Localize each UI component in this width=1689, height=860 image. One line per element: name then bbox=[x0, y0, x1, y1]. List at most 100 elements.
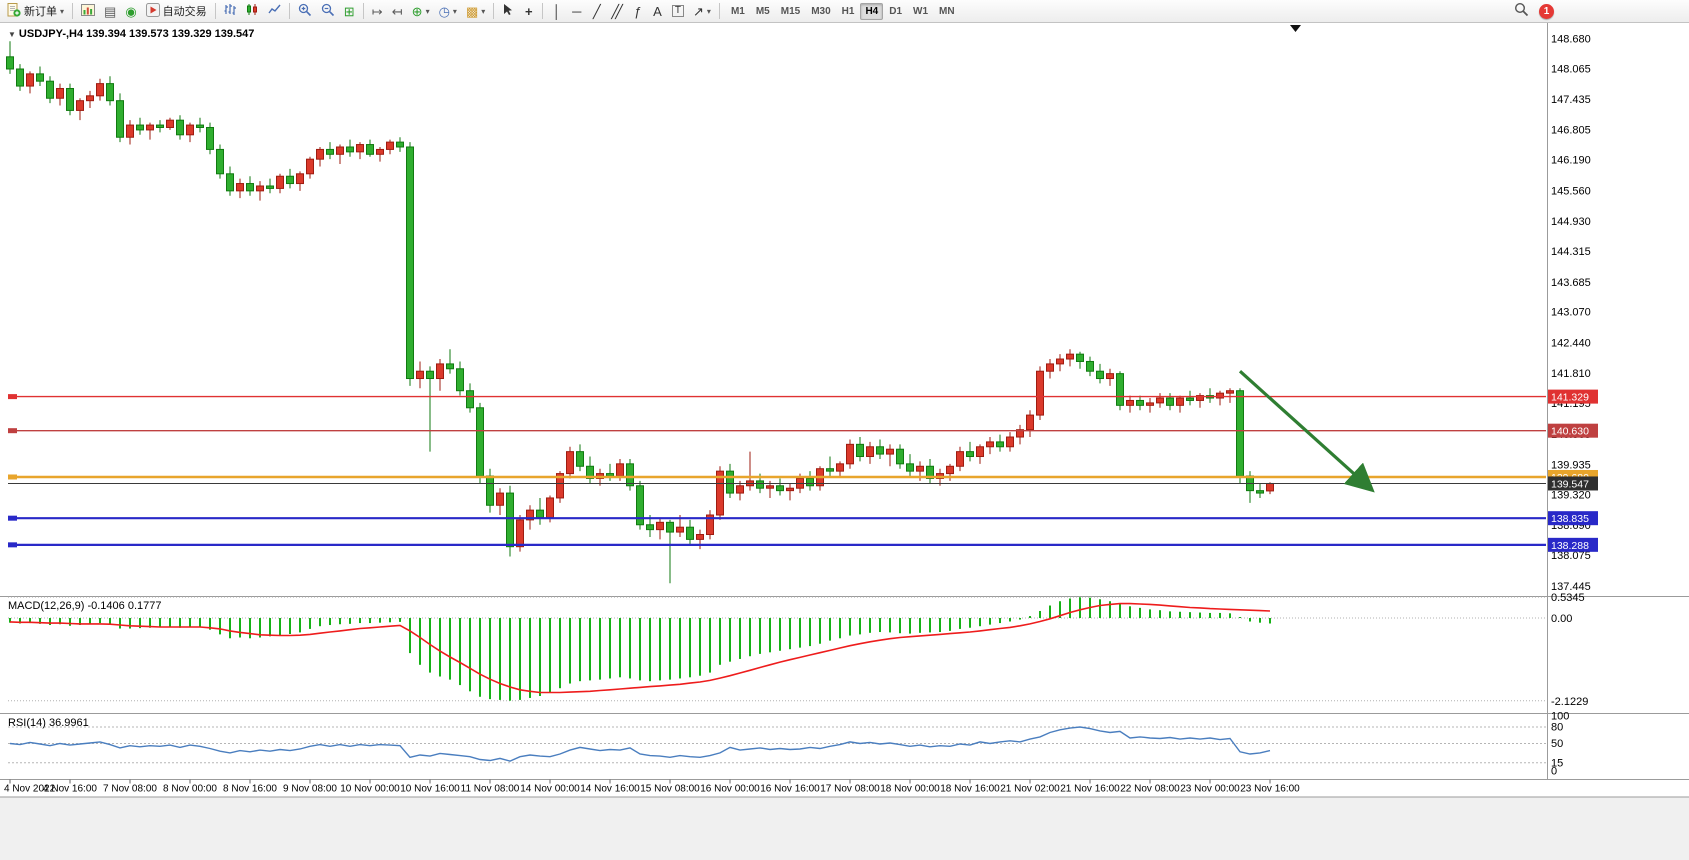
candle-bearish bbox=[776, 485, 784, 492]
candle-bullish bbox=[1056, 358, 1064, 365]
arrow-tools-button[interactable]: ↗ ▾ bbox=[689, 2, 715, 21]
tf-M15[interactable]: M15 bbox=[776, 3, 805, 20]
toolbar: 新订单 ▾ ▤ ◉ 自动交易 bbox=[0, 0, 1689, 23]
bar-chart-style-button[interactable] bbox=[220, 2, 241, 21]
notification-badge[interactable]: 1 bbox=[1539, 3, 1554, 19]
sound-icon: ◉ bbox=[125, 3, 137, 19]
rsi-axis-label: 50 bbox=[1551, 738, 1563, 750]
candle-bearish bbox=[456, 368, 464, 392]
line-chart-style-button[interactable] bbox=[264, 2, 285, 21]
candle-bullish bbox=[1036, 370, 1044, 416]
candle-bullish bbox=[1216, 392, 1224, 399]
tf-H1[interactable]: H1 bbox=[837, 3, 860, 20]
price-tag-label: 139.547 bbox=[1551, 478, 1589, 490]
tf-M1[interactable]: M1 bbox=[726, 3, 750, 20]
price-axis-label: 138.075 bbox=[1551, 550, 1591, 562]
tf-MN[interactable]: MN bbox=[934, 3, 960, 20]
tf-H4[interactable]: H4 bbox=[860, 2, 884, 20]
candle-bullish bbox=[236, 183, 244, 192]
autotrading-button[interactable]: 自动交易 bbox=[142, 2, 211, 21]
chart-background bbox=[0, 23, 1689, 860]
price-tag-label: 140.630 bbox=[1551, 426, 1589, 438]
rsi-line bbox=[9, 726, 1271, 762]
macd-panel: 0.5345 0.00 -2.1229 bbox=[8, 592, 1588, 708]
cursor-button[interactable] bbox=[498, 2, 518, 21]
candlestick-style-button[interactable] bbox=[242, 2, 263, 21]
candle-bullish bbox=[546, 497, 554, 518]
rsi-axis-label: 100 bbox=[1551, 711, 1569, 723]
macd-axis-label: 0.00 bbox=[1551, 613, 1572, 625]
candle-bullish bbox=[306, 158, 314, 175]
vertical-line-button[interactable]: │ bbox=[547, 2, 566, 21]
tile-windows-icon: ⊞ bbox=[343, 3, 355, 19]
candle-bullish bbox=[26, 73, 34, 87]
price-tag bbox=[1548, 511, 1598, 526]
chart-shift-button[interactable]: ↤ bbox=[388, 2, 407, 21]
price-tag-label: 138.288 bbox=[1551, 540, 1589, 552]
candle-bearish bbox=[906, 463, 914, 472]
text-icon: A bbox=[653, 3, 662, 19]
zoom-out-button[interactable] bbox=[317, 2, 339, 21]
new-order-button[interactable]: 新订单 ▾ bbox=[3, 2, 68, 21]
trendline-button[interactable]: ╱ bbox=[587, 2, 606, 21]
time-axis-label: 11 Nov 08:00 bbox=[461, 784, 520, 795]
trend-arrow[interactable] bbox=[1238, 370, 1375, 493]
text-button[interactable]: A bbox=[648, 2, 667, 21]
tf-D1[interactable]: D1 bbox=[884, 3, 907, 20]
chart-window-button[interactable] bbox=[77, 2, 99, 21]
tf-W1[interactable]: W1 bbox=[908, 3, 933, 20]
candle-bullish bbox=[376, 148, 384, 155]
templates-button[interactable]: ▩ ▾ bbox=[462, 2, 489, 21]
sound-button[interactable]: ◉ bbox=[121, 2, 140, 21]
vertical-line-icon: │ bbox=[552, 3, 561, 19]
horizontal-line-button[interactable]: ─ bbox=[567, 2, 586, 21]
crosshair-button[interactable]: + bbox=[519, 2, 538, 21]
candle-bearish bbox=[156, 124, 164, 128]
text-label-button[interactable]: T bbox=[668, 2, 688, 21]
candle-bullish bbox=[1196, 395, 1204, 401]
toolbar-separator bbox=[288, 3, 290, 19]
price-axis-label: 144.930 bbox=[1551, 216, 1591, 228]
line-anchor[interactable] bbox=[8, 394, 17, 400]
candle-bullish bbox=[736, 485, 744, 494]
candle-bearish bbox=[36, 73, 44, 82]
line-anchor[interactable] bbox=[8, 428, 17, 434]
tf-M30[interactable]: M30 bbox=[806, 3, 835, 20]
price-axis-label: 139.320 bbox=[1551, 490, 1591, 502]
candle-bullish bbox=[1156, 397, 1164, 404]
candle-bearish bbox=[426, 370, 434, 380]
auto-scroll-button[interactable]: ↦ bbox=[368, 2, 387, 21]
candle-bullish bbox=[126, 124, 134, 138]
tile-windows-button[interactable]: ⊞ bbox=[340, 2, 359, 21]
candle-bearish bbox=[6, 56, 14, 70]
line-anchor[interactable] bbox=[8, 474, 17, 480]
rsi-axis-label: 15 bbox=[1551, 757, 1563, 769]
candle-bullish bbox=[956, 451, 964, 467]
search-button[interactable] bbox=[1510, 2, 1533, 21]
caret-icon: ▾ bbox=[481, 6, 486, 16]
channel-button[interactable]: ╱╱ bbox=[607, 2, 627, 21]
print-button[interactable]: ▤ bbox=[100, 2, 120, 21]
tf-M5[interactable]: M5 bbox=[751, 3, 775, 20]
candle-bullish bbox=[566, 451, 574, 475]
candle-bearish bbox=[1166, 397, 1174, 406]
line-anchor[interactable] bbox=[8, 542, 17, 548]
indicators-button[interactable]: ⊕ ▾ bbox=[408, 2, 434, 21]
candle-bearish bbox=[226, 173, 234, 192]
chart-canvas[interactable]: 148.680 148.065 147.435 146.805 146.190 145.5… bbox=[0, 23, 1689, 860]
time-axis-label: 23 Nov 00:00 bbox=[1180, 784, 1240, 795]
price-tag bbox=[1548, 389, 1598, 404]
line-anchor[interactable] bbox=[8, 515, 17, 521]
collapse-icon[interactable]: ▼ bbox=[8, 30, 16, 39]
fibonacci-button[interactable]: ƒ bbox=[628, 2, 647, 21]
trendline-icon: ╱ bbox=[592, 3, 601, 19]
time-axis-label: 22 Nov 08:00 bbox=[1120, 784, 1180, 795]
zoom-out-icon bbox=[321, 3, 335, 20]
candle-bearish bbox=[396, 141, 404, 148]
chart-shift-marker[interactable] bbox=[1290, 25, 1301, 32]
zoom-in-button[interactable] bbox=[294, 2, 316, 21]
macd-axis-label: -2.1229 bbox=[1551, 696, 1588, 708]
candle-bullish bbox=[166, 119, 174, 128]
periods-button[interactable]: ◷ ▾ bbox=[435, 2, 461, 21]
